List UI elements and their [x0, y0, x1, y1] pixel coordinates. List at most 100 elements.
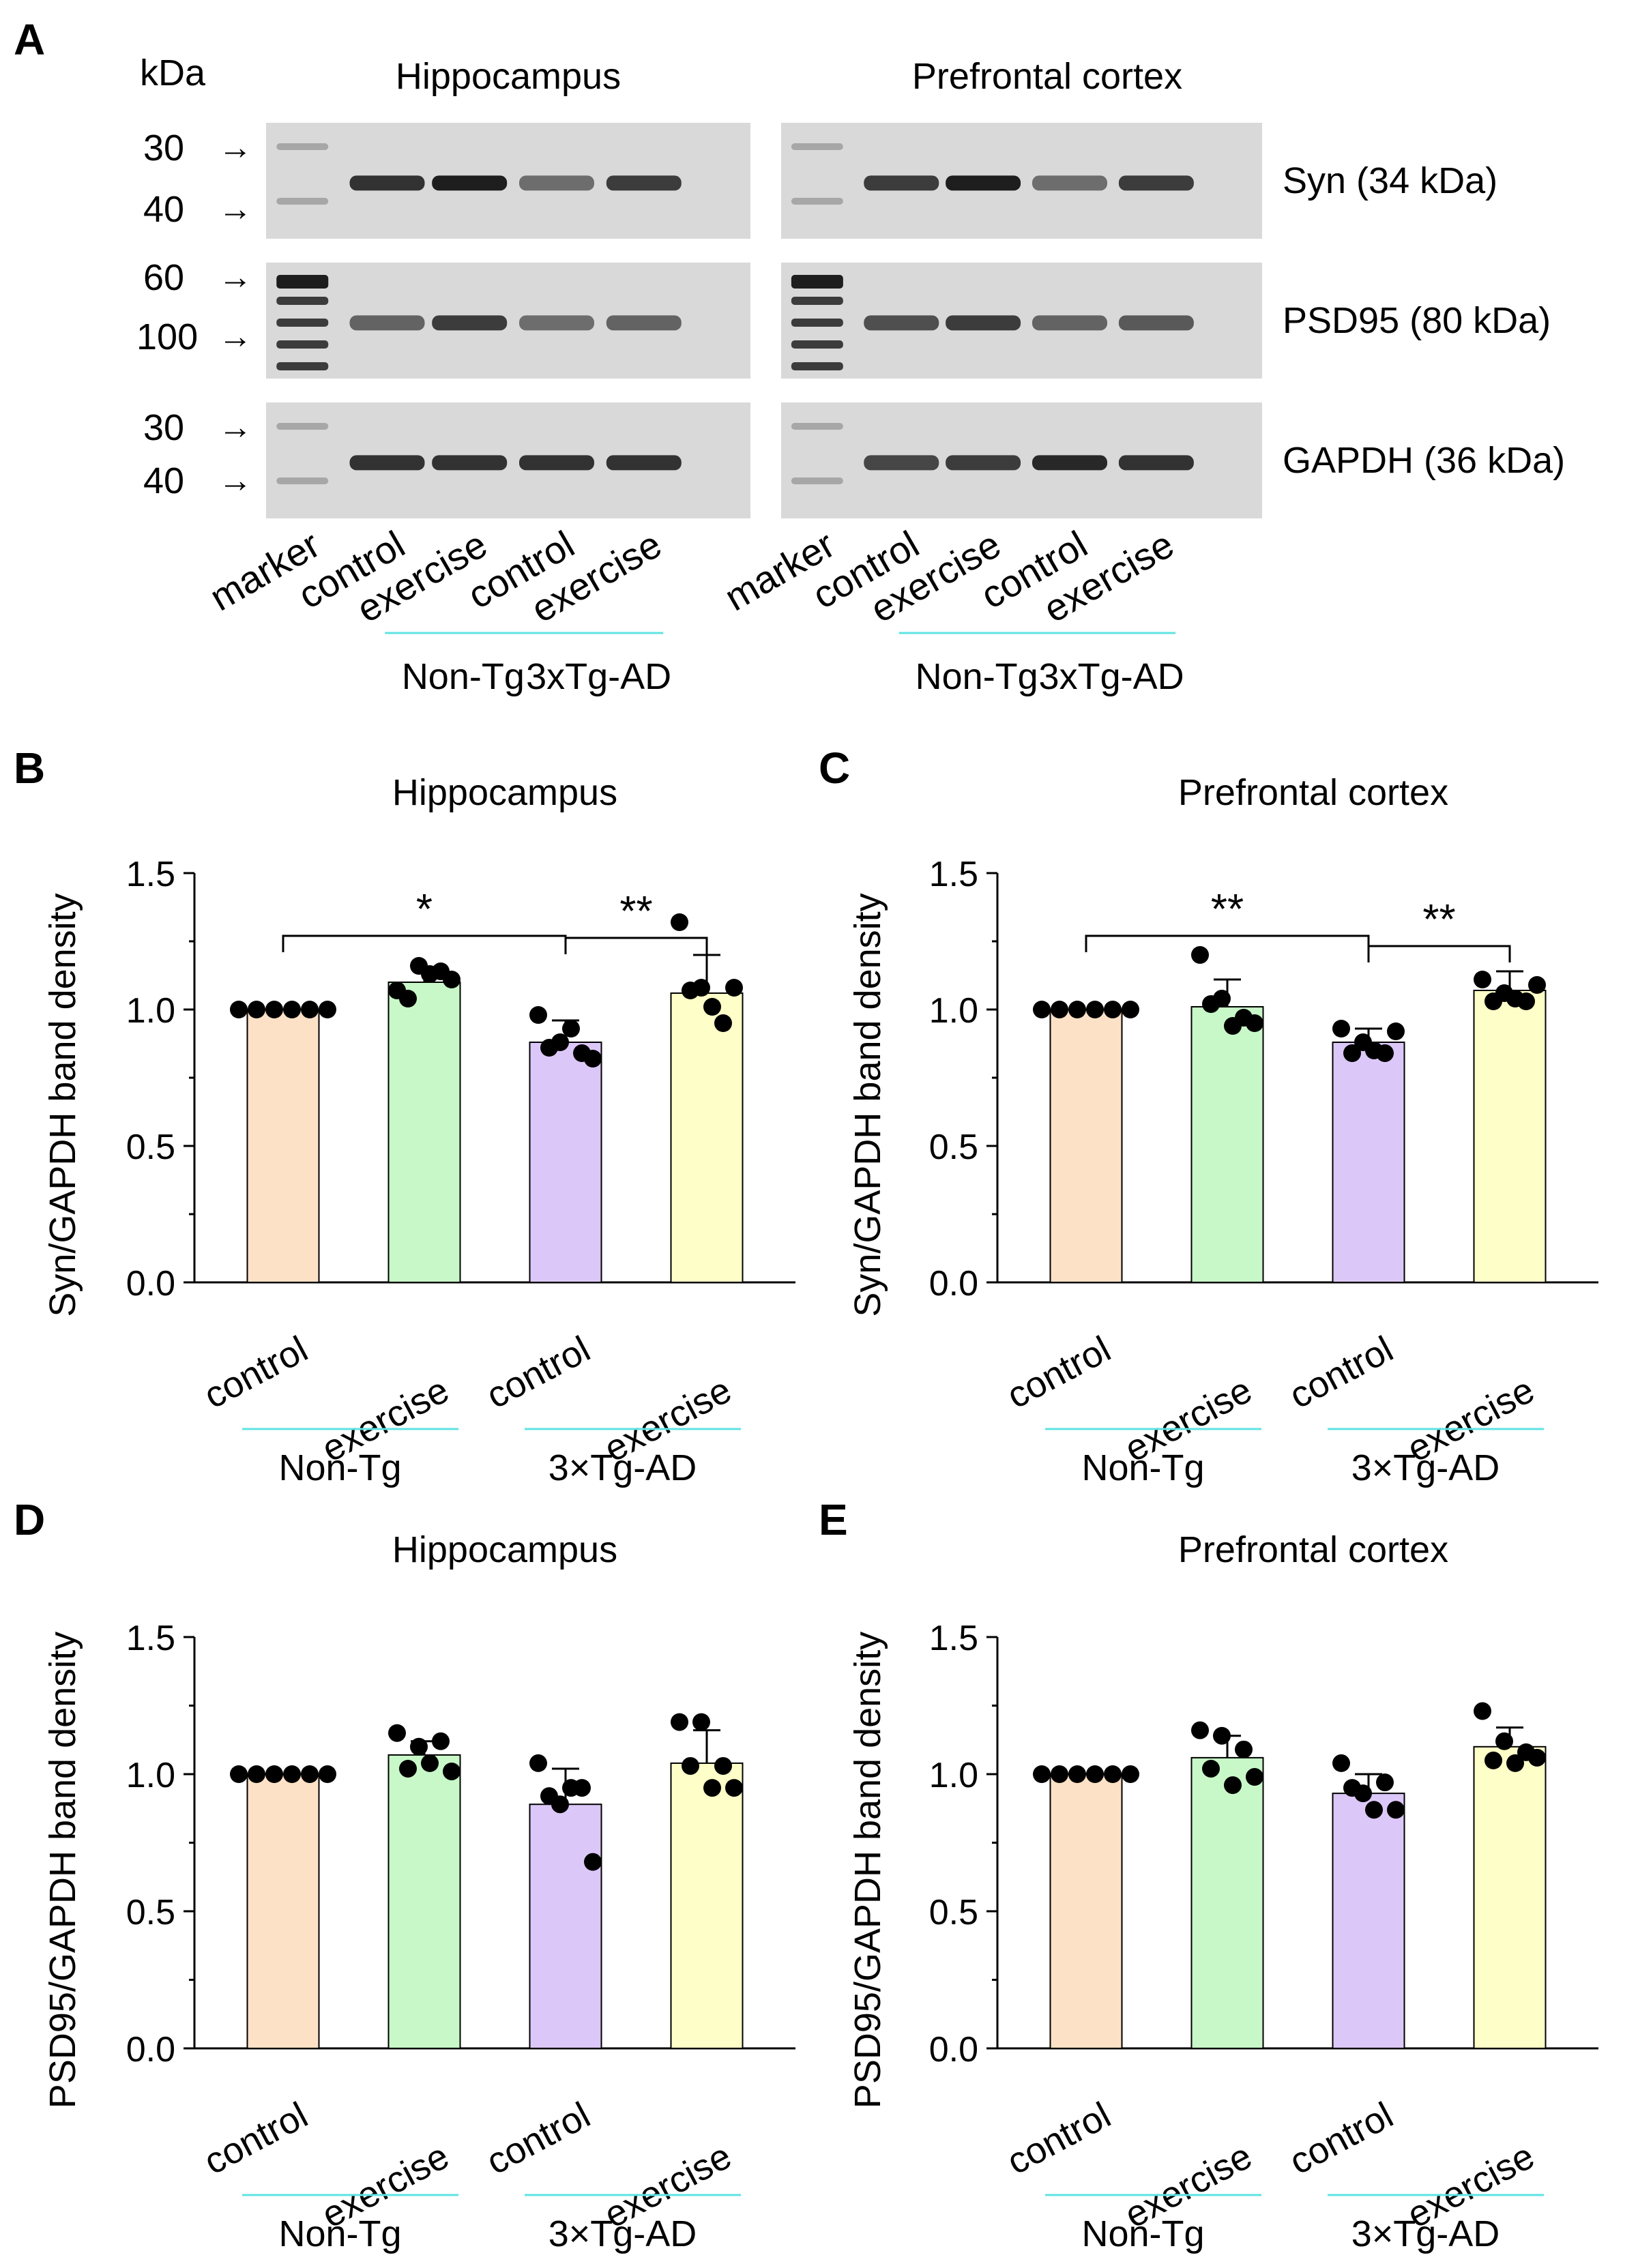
data-point: [1246, 1014, 1263, 1032]
kda-label: kDa: [140, 53, 206, 93]
panel-letter: B: [14, 743, 45, 793]
blot-strip: [781, 402, 1262, 518]
data-point: [319, 1765, 336, 1783]
data-point: [301, 1001, 319, 1018]
data-point: [1506, 990, 1524, 1007]
data-point: [248, 1001, 265, 1018]
bar-control-nontg: [246, 1009, 320, 1283]
bar-control-nontg: [1049, 1009, 1123, 1283]
data-point: [584, 1050, 602, 1067]
data-point: [1213, 1726, 1231, 1745]
group-label: Non-Tg: [1081, 1447, 1204, 1488]
protein-band: [946, 315, 1021, 331]
data-point: [714, 1756, 732, 1775]
data-point: [248, 1765, 265, 1783]
bar-control-nontg: [1049, 1773, 1123, 2049]
protein-band: [519, 175, 594, 191]
group-label: 3×Tg-AD: [549, 2213, 697, 2254]
marker-band: [791, 297, 843, 305]
data-point: [1246, 1768, 1263, 1786]
bar-exercise-tg: [670, 1762, 744, 2049]
data-point: [692, 1713, 710, 1731]
blot-strip: [781, 263, 1262, 379]
y-tick-label: 1.5: [126, 855, 175, 894]
chart-panel-c: C Prefrontal cortex Syn/GAPDH band density…: [819, 743, 1598, 1488]
data-point: [1528, 976, 1546, 994]
group-label: 3×Tg-AD: [549, 1447, 697, 1488]
bar-exercise-nontg: [1190, 1756, 1264, 2049]
arrow-icon: →: [218, 258, 252, 296]
data-point: [283, 1001, 301, 1018]
protein-band: [864, 315, 939, 331]
data-point: [1376, 1773, 1394, 1792]
data-point: [1122, 1001, 1139, 1018]
data-point: [540, 1787, 558, 1806]
arrow-icon: →: [218, 190, 252, 228]
data-point: [1528, 1748, 1546, 1767]
data-point: [1506, 1754, 1524, 1772]
data-point: [540, 1039, 558, 1057]
protein-band: [946, 175, 1021, 191]
y-tick-label: 1.5: [929, 1619, 978, 1658]
protein-band: [349, 315, 425, 331]
data-point: [1474, 1702, 1491, 1720]
data-point: [443, 1762, 460, 1780]
data-point: [1086, 1765, 1104, 1783]
group-label: 3×Tg-AD: [1351, 1447, 1500, 1488]
data-point: [562, 1020, 580, 1037]
significance-bracket: [282, 934, 567, 952]
data-point: [562, 1779, 580, 1797]
bar-control-tg: [1332, 1793, 1405, 2049]
chart-panel-b: B Hippocampus Syn/GAPDH band density 0.0 0.5…: [14, 743, 795, 1488]
protein-band: [349, 455, 425, 471]
data-point: [725, 979, 743, 997]
blot-strip: [266, 123, 750, 239]
chart-title: Hippocampus: [392, 772, 617, 813]
y-tick-label: 0.5: [929, 1893, 978, 1932]
chart-panel-e: E Prefrontal cortex PSD95/GAPDH band densi…: [819, 1495, 1598, 2254]
y-tick-label: 0.5: [126, 1893, 175, 1932]
bar-control-nontg: [246, 1773, 320, 2049]
x-tick-label: control: [1283, 1329, 1399, 1417]
panel-letter: C: [819, 743, 850, 793]
marker-band: [276, 297, 329, 305]
protein-band: [1032, 315, 1107, 331]
protein-band: [432, 175, 508, 191]
group-label: 3×Tg-AD: [1351, 2213, 1500, 2254]
x-tick-label: control: [197, 1329, 314, 1417]
group-label: Non-Tg: [278, 2213, 401, 2254]
marker-band: [791, 340, 843, 349]
y-axis-label: PSD95/GAPDH band density: [42, 1632, 83, 2108]
data-point: [529, 1006, 547, 1024]
data-point: [1224, 1017, 1242, 1035]
marker-band: [276, 423, 329, 430]
data-point: [1235, 1740, 1253, 1758]
panel-letter: E: [819, 1495, 848, 1544]
mw-marker: 30: [143, 407, 184, 448]
data-point: [230, 1001, 248, 1018]
group-label: Non-Tg: [278, 1447, 401, 1488]
arrow-icon: →: [218, 128, 252, 166]
data-point: [682, 1756, 699, 1775]
data-point: [230, 1765, 248, 1783]
data-point: [421, 1754, 439, 1772]
data-point: [1033, 1765, 1051, 1783]
data-point: [265, 1765, 283, 1783]
protein-band: [864, 455, 939, 471]
protein-band: [1118, 315, 1194, 331]
data-point: [1104, 1001, 1122, 1018]
data-point: [1343, 1044, 1361, 1062]
group-label: 3xTg-AD: [1039, 656, 1184, 697]
bar-exercise-tg: [1473, 990, 1547, 1283]
bar-exercise-tg: [670, 992, 744, 1283]
mw-marker: 40: [143, 189, 184, 230]
data-point: [682, 982, 699, 999]
group-label: 3xTg-AD: [526, 656, 671, 697]
blot-strip: [266, 402, 750, 518]
marker-band: [791, 319, 843, 327]
data-point: [265, 1001, 283, 1018]
protein-label: GAPDH (36 kDa): [1283, 440, 1565, 481]
protein-label: PSD95 (80 kDa): [1283, 300, 1551, 341]
data-point: [388, 1724, 406, 1742]
x-tick-label: control: [1283, 2095, 1399, 2183]
